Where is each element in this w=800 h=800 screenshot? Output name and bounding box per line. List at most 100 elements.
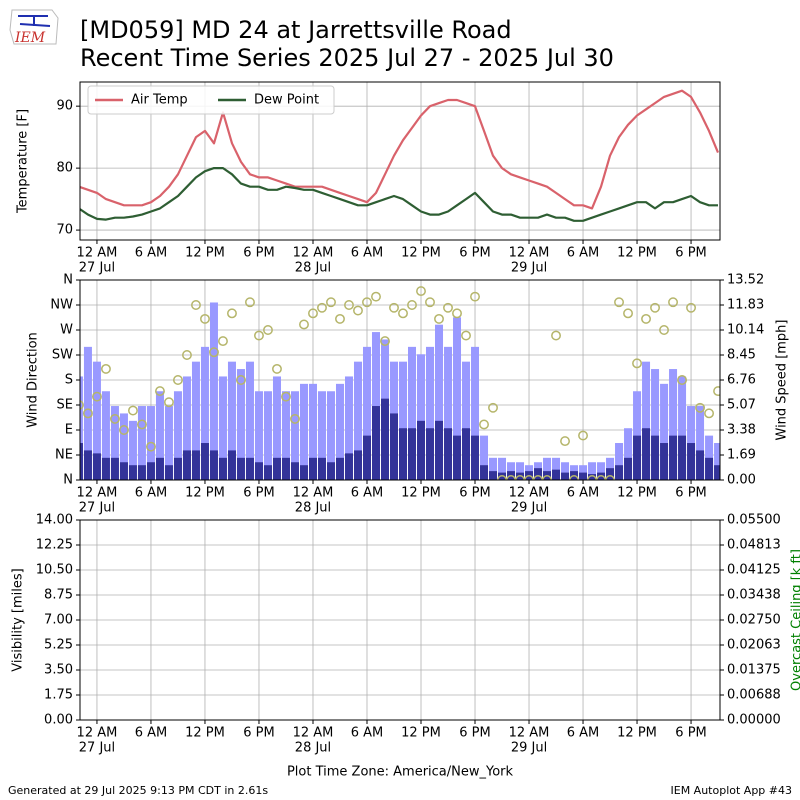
bar [209, 450, 218, 480]
bar [236, 369, 245, 480]
x-tick-label: 6 PM [243, 726, 274, 741]
bar [254, 462, 263, 480]
bar [299, 465, 308, 480]
y2-tick-label: 0.02063 [727, 638, 781, 653]
bar [245, 361, 254, 480]
bar [101, 391, 110, 480]
x-tick-label: 12 PM [401, 246, 441, 261]
y2-tick-label: 11.83 [727, 298, 764, 313]
bar [200, 443, 209, 480]
footer-app: IEM Autoplot App #43 [671, 784, 793, 797]
line [80, 167, 718, 222]
x-tick-label: 12 AM [77, 486, 118, 501]
bar [552, 469, 561, 480]
bar [362, 346, 371, 480]
x-tick-label: 6 AM [567, 246, 600, 261]
bar [119, 462, 128, 480]
bar [191, 450, 200, 480]
point [263, 325, 273, 335]
bar [660, 383, 669, 480]
point [686, 302, 696, 313]
point [92, 391, 102, 402]
bar [326, 462, 335, 480]
title: [MD059] MD 24 at Jarrettsville Road [80, 16, 512, 44]
plot-frame [79, 279, 721, 481]
point [470, 291, 480, 302]
x-tick-label: 6 AM [567, 486, 600, 501]
bar [101, 457, 110, 480]
point [389, 302, 399, 313]
bar [92, 361, 101, 480]
point [155, 386, 165, 397]
bar [344, 376, 353, 480]
x-date-label: 28 Jul [295, 501, 331, 516]
bar [417, 420, 426, 480]
y-tick-label: 80 [56, 161, 73, 176]
y-tick-label: 10.50 [36, 563, 73, 578]
y-tick-label: NE [55, 448, 73, 463]
bar [227, 450, 236, 480]
point [677, 375, 687, 385]
bar [453, 435, 462, 480]
bar [696, 406, 705, 480]
point [398, 308, 408, 319]
logo-outline [9, 9, 59, 45]
logo: IEM [9, 9, 59, 46]
bar [489, 457, 498, 480]
x-date-label: 27 Jul [79, 501, 115, 516]
bar [290, 462, 299, 480]
bar [444, 346, 453, 480]
plot-frame [79, 519, 721, 721]
point [101, 363, 111, 374]
x-tick-label: 12 PM [401, 486, 441, 501]
bar [299, 383, 308, 480]
bar [128, 465, 137, 480]
x-date-label: 28 Jul [295, 261, 331, 276]
bar [597, 462, 606, 480]
point [371, 291, 381, 302]
point [695, 402, 705, 413]
y-tick-label: 1.75 [44, 688, 73, 703]
point [173, 375, 183, 385]
bar [543, 457, 552, 480]
point [632, 358, 642, 369]
y-tick-label: S [65, 373, 73, 388]
bar [489, 471, 498, 480]
bar [335, 383, 344, 480]
y-tick-label: 12.25 [36, 538, 73, 553]
point [560, 436, 570, 447]
bar [164, 406, 173, 480]
bar [308, 383, 317, 480]
bar [642, 361, 651, 480]
y-tick-label: W [60, 323, 73, 338]
bar [317, 457, 326, 480]
y-tick-label: SE [57, 398, 73, 413]
point [119, 425, 129, 435]
x-date-label: 27 Jul [79, 261, 115, 276]
bar [669, 435, 678, 480]
y-tick-label: 90 [56, 99, 73, 114]
point [416, 286, 426, 297]
line [80, 89, 720, 210]
bar [408, 346, 417, 480]
y-tick-label: N [63, 473, 73, 488]
bar [353, 450, 362, 480]
bar [651, 435, 660, 480]
point [407, 300, 417, 310]
point [308, 308, 318, 319]
bar [498, 457, 507, 480]
x-tick-label: 12 PM [617, 246, 657, 261]
plot-frame [79, 81, 721, 241]
bar [615, 465, 624, 480]
bar [245, 457, 254, 480]
data-layer [80, 89, 720, 222]
point [452, 308, 462, 319]
panel: 12 AM 6 AM 12 PM 6 PM 12 AM 6 AM 12 PM 6 PM 12 A… [26, 273, 790, 516]
bar [462, 428, 471, 480]
x-tick-label: 6 PM [243, 486, 274, 501]
point [344, 300, 354, 310]
x-tick-label: 6 PM [675, 486, 706, 501]
point [380, 336, 390, 347]
x-tick-label: 6 PM [459, 726, 490, 741]
bar [362, 435, 371, 480]
